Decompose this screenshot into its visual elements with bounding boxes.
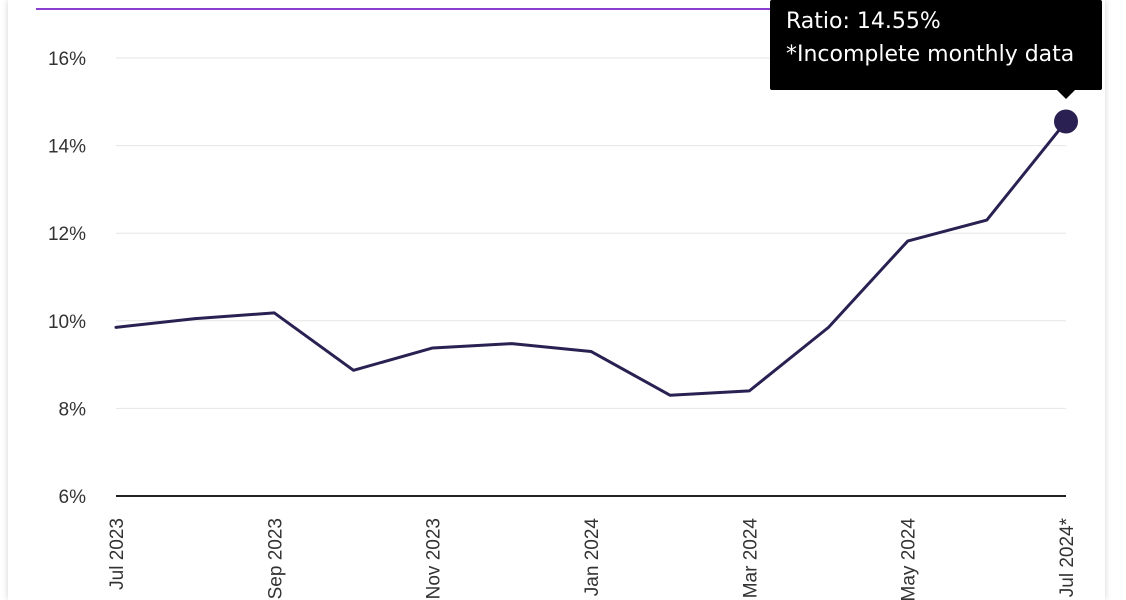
chart-card xyxy=(8,0,1105,600)
tooltip-note: *Incomplete monthly data xyxy=(786,42,1075,67)
x-tick-label: Sep 2023 xyxy=(265,518,286,599)
tooltip-arrow xyxy=(1056,89,1076,99)
y-axis-tick-labels: 6% 8% 10% 12% 14% 16% xyxy=(48,49,86,508)
series-layer xyxy=(114,120,1068,397)
accent-line xyxy=(36,8,816,10)
x-axis-tick-labels: Jul 2023 Sep 2023 Nov 2023 Jan 2024 Mar 2024… xyxy=(107,517,1078,600)
series-line xyxy=(114,120,1068,397)
highlighted-data-point[interactable] xyxy=(1054,109,1078,134)
y-tick-label: 10% xyxy=(48,312,86,333)
y-tick-label: 14% xyxy=(48,137,86,158)
y-tick-label: 6% xyxy=(59,487,87,508)
grid-lines xyxy=(116,57,1066,497)
y-tick-label: 16% xyxy=(48,49,86,70)
x-tick-label: Jan 2024 xyxy=(582,518,603,597)
y-tick-label: 12% xyxy=(48,224,86,245)
tooltip: Ratio: 14.55% *Incomplete monthly data xyxy=(770,0,1102,90)
x-tick-label: Nov 2023 xyxy=(424,518,445,599)
x-tick-label: May 2024 xyxy=(899,518,920,600)
tooltip-ratio: Ratio: 14.55% xyxy=(786,9,941,34)
x-tick-label: Jul 2023 xyxy=(107,518,128,590)
highlight-layer xyxy=(1054,109,1078,134)
y-tick-label: 8% xyxy=(59,399,87,420)
x-tick-label: Jul 2024* xyxy=(1057,517,1078,597)
x-tick-label: Mar 2024 xyxy=(740,518,761,599)
